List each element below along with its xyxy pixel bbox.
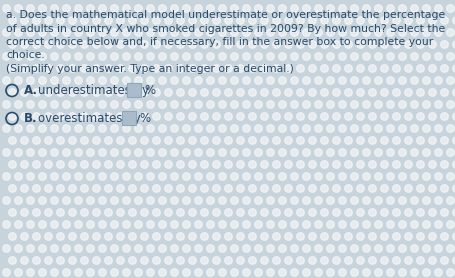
FancyBboxPatch shape	[127, 83, 141, 96]
Text: %: %	[139, 112, 150, 125]
Text: underestimates by: underestimates by	[38, 84, 149, 97]
Text: correct choice below and, if necessary, fill in the answer box to complete your: correct choice below and, if necessary, …	[6, 37, 433, 47]
Text: (Simplify your answer. Type an integer or a decimal.): (Simplify your answer. Type an integer o…	[6, 64, 294, 74]
Text: A.: A.	[24, 84, 38, 97]
Text: of adults in country X who smoked cigarettes in 2009? By how much? Select the: of adults in country X who smoked cigare…	[6, 24, 445, 34]
Text: a. Does the mathematical model underestimate or overestimate the percentage: a. Does the mathematical model underesti…	[6, 10, 445, 20]
Text: B.: B.	[24, 112, 38, 125]
Text: overestimates by: overestimates by	[38, 112, 141, 125]
Text: %: %	[144, 84, 155, 97]
Text: choice.: choice.	[6, 51, 45, 61]
FancyBboxPatch shape	[122, 110, 136, 125]
